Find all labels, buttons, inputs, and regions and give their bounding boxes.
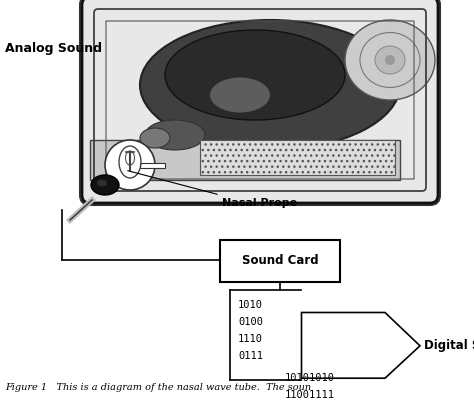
Ellipse shape xyxy=(145,120,205,150)
Ellipse shape xyxy=(375,46,405,74)
Text: 0111: 0111 xyxy=(238,351,263,361)
FancyBboxPatch shape xyxy=(80,0,440,205)
Text: Digital Sound: Digital Sound xyxy=(424,339,474,352)
Polygon shape xyxy=(140,163,165,168)
Ellipse shape xyxy=(140,128,170,148)
Text: 1010: 1010 xyxy=(238,300,263,310)
Text: Analog Sound: Analog Sound xyxy=(5,42,102,55)
FancyBboxPatch shape xyxy=(220,240,340,282)
Ellipse shape xyxy=(345,20,435,100)
Ellipse shape xyxy=(140,20,400,150)
Ellipse shape xyxy=(210,77,270,112)
FancyBboxPatch shape xyxy=(90,140,400,180)
Polygon shape xyxy=(301,313,420,378)
Ellipse shape xyxy=(97,179,107,186)
Ellipse shape xyxy=(91,175,119,195)
Ellipse shape xyxy=(165,30,345,120)
FancyBboxPatch shape xyxy=(200,140,395,175)
Text: 0100: 0100 xyxy=(238,317,263,327)
Text: Sound Card: Sound Card xyxy=(242,254,319,267)
Text: Nasal Prope: Nasal Prope xyxy=(222,198,297,208)
Circle shape xyxy=(105,140,155,190)
Text: 10101010: 10101010 xyxy=(285,373,335,383)
Text: Figure 1   This is a diagram of the nasal wave tube.  The soun: Figure 1 This is a diagram of the nasal … xyxy=(5,383,311,392)
Text: 11001111: 11001111 xyxy=(285,390,335,400)
Text: 1110: 1110 xyxy=(238,334,263,344)
Ellipse shape xyxy=(385,55,395,65)
